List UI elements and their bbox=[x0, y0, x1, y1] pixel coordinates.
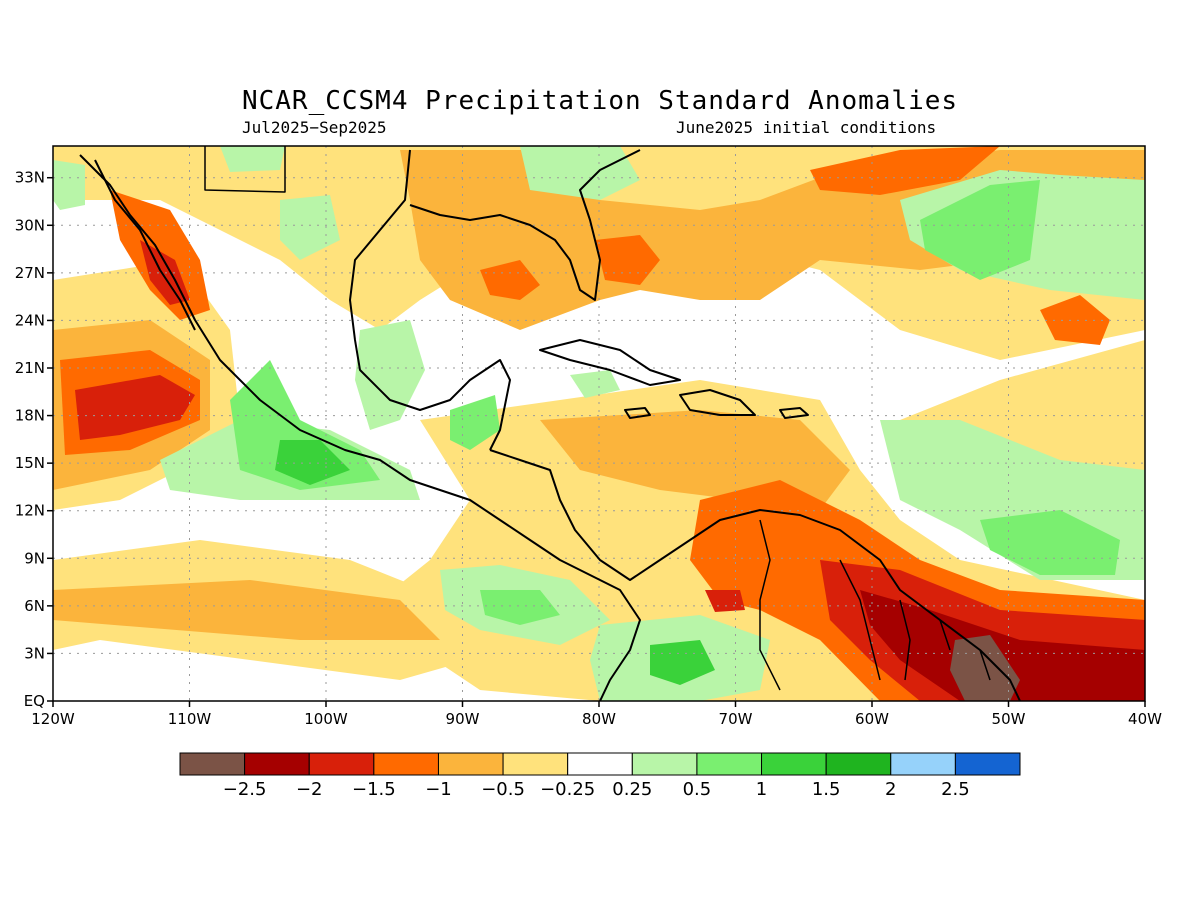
coast-gulf bbox=[349, 149, 511, 451]
dry-anomaly-pacific-core bbox=[75, 375, 195, 440]
lat-tick-label: 6N bbox=[24, 597, 45, 615]
colorbar-swatch bbox=[954, 752, 1021, 776]
latitude-axis: EQ 3N 6N 9N 12N 15N 18N 21N 24N 27N 30N 33N bbox=[15, 169, 53, 710]
colorbar-label: 1.5 bbox=[812, 779, 841, 800]
colorbar-swatch bbox=[761, 752, 827, 776]
colorbar-label: 1 bbox=[756, 779, 767, 800]
wet-anomaly-pacific-core bbox=[275, 440, 350, 485]
colorbar-label: −0.25 bbox=[540, 779, 595, 800]
lat-tick-label: 30N bbox=[15, 216, 45, 234]
colorbar-swatch bbox=[373, 752, 439, 776]
colorbar-swatch bbox=[308, 752, 375, 776]
lat-tick-label: EQ bbox=[24, 692, 45, 710]
lat-tick-label: 33N bbox=[15, 169, 45, 187]
coastlines bbox=[79, 146, 1021, 701]
coast-baja bbox=[94, 159, 196, 331]
colorbar-swatch bbox=[437, 752, 504, 776]
colorbar-swatch bbox=[179, 752, 246, 776]
colorbar-swatch bbox=[567, 752, 633, 776]
colorbar-label: −1.5 bbox=[352, 779, 396, 800]
dry-anomaly-florida-east bbox=[595, 235, 660, 285]
colorbar-swatch bbox=[890, 752, 956, 776]
coast-hispaniola bbox=[679, 389, 756, 416]
lat-tick-label: 24N bbox=[15, 311, 45, 329]
lat-tick-label: 3N bbox=[24, 644, 45, 662]
lon-tick-label: 80W bbox=[582, 710, 616, 728]
lon-tick-label: 120W bbox=[31, 710, 75, 728]
dry-anomaly-guiana-core bbox=[860, 590, 1145, 701]
wet-anomaly-mexico-north bbox=[220, 146, 285, 172]
lat-tick-label: 18N bbox=[15, 407, 45, 425]
coast-us-gulf bbox=[409, 149, 641, 301]
wet-anomaly-texas bbox=[280, 195, 340, 260]
longitude-axis: 120W 110W 100W 90W 80W 70W 60W 50W 40W bbox=[31, 701, 1162, 728]
wet-anomaly-gulf bbox=[355, 320, 425, 430]
wet-anomaly-baja bbox=[53, 160, 85, 210]
lon-tick-label: 100W bbox=[304, 710, 348, 728]
initial-conditions: June2025 initial conditions bbox=[676, 118, 937, 137]
colorbar-swatch bbox=[631, 752, 698, 776]
dry-region-pacific-south-core bbox=[53, 580, 440, 640]
lat-tick-label: 12N bbox=[15, 502, 45, 520]
colorbar-label: −1 bbox=[425, 779, 452, 800]
wet-anomaly-colombia-core bbox=[650, 640, 715, 685]
lat-tick-label: 9N bbox=[24, 549, 45, 567]
colorbar-swatch bbox=[825, 752, 892, 776]
dry-anomaly-atlantic-east bbox=[1040, 295, 1110, 345]
lat-tick-label: 15N bbox=[15, 454, 45, 472]
colorbar-swatch bbox=[502, 752, 569, 776]
colorbar: −2.5 −2 −1.5 −1 −0.5 −0.25 0.25 0.5 1 1.5 2 2.5 bbox=[179, 752, 1021, 800]
wet-anomaly-yucatan bbox=[450, 395, 500, 450]
colorbar-label: 2 bbox=[885, 779, 896, 800]
dry-anomaly-atlantic-north bbox=[810, 146, 1000, 195]
border-mexico-us bbox=[204, 146, 286, 193]
dry-anomaly-gulf bbox=[480, 260, 540, 300]
anomaly-field bbox=[53, 146, 1145, 701]
lon-tick-label: 60W bbox=[855, 710, 889, 728]
forecast-period: Jul2025−Sep2025 bbox=[242, 118, 387, 137]
map-title: NCAR_CCSM4 Precipitation Standard Anomal… bbox=[241, 86, 959, 116]
lon-tick-label: 50W bbox=[992, 710, 1026, 728]
colorbar-label: −2 bbox=[296, 779, 323, 800]
lon-tick-label: 90W bbox=[446, 710, 480, 728]
coast-central-america bbox=[489, 449, 1021, 701]
coast-jamaica bbox=[624, 407, 651, 419]
border-south-america bbox=[759, 519, 991, 691]
lon-tick-label: 70W bbox=[719, 710, 753, 728]
lat-tick-label: 27N bbox=[15, 264, 45, 282]
wet-anomaly-us-southeast bbox=[520, 146, 640, 200]
colorbar-swatch bbox=[696, 752, 763, 776]
colorbar-label: −2.5 bbox=[223, 779, 267, 800]
colorbar-label: 2.5 bbox=[941, 779, 970, 800]
colorbar-label: 0.5 bbox=[683, 779, 712, 800]
wet-anomaly-cuba-south bbox=[570, 370, 620, 398]
wet-anomaly-atlantic-core bbox=[920, 180, 1040, 280]
lon-tick-label: 40W bbox=[1128, 710, 1162, 728]
dry-anomaly-extreme bbox=[950, 635, 1020, 701]
colorbar-swatch bbox=[244, 752, 310, 776]
lat-tick-label: 21N bbox=[15, 359, 45, 377]
colorbar-label: 0.25 bbox=[612, 779, 652, 800]
wet-anomaly-pacific-mid bbox=[230, 360, 380, 490]
colorbar-label: −0.5 bbox=[481, 779, 525, 800]
coast-mexico-pacific bbox=[79, 154, 641, 701]
coast-cuba bbox=[539, 339, 681, 386]
wet-anomaly-panama-core bbox=[480, 590, 560, 625]
coast-puerto-rico bbox=[779, 407, 809, 419]
lon-tick-label: 110W bbox=[168, 710, 212, 728]
